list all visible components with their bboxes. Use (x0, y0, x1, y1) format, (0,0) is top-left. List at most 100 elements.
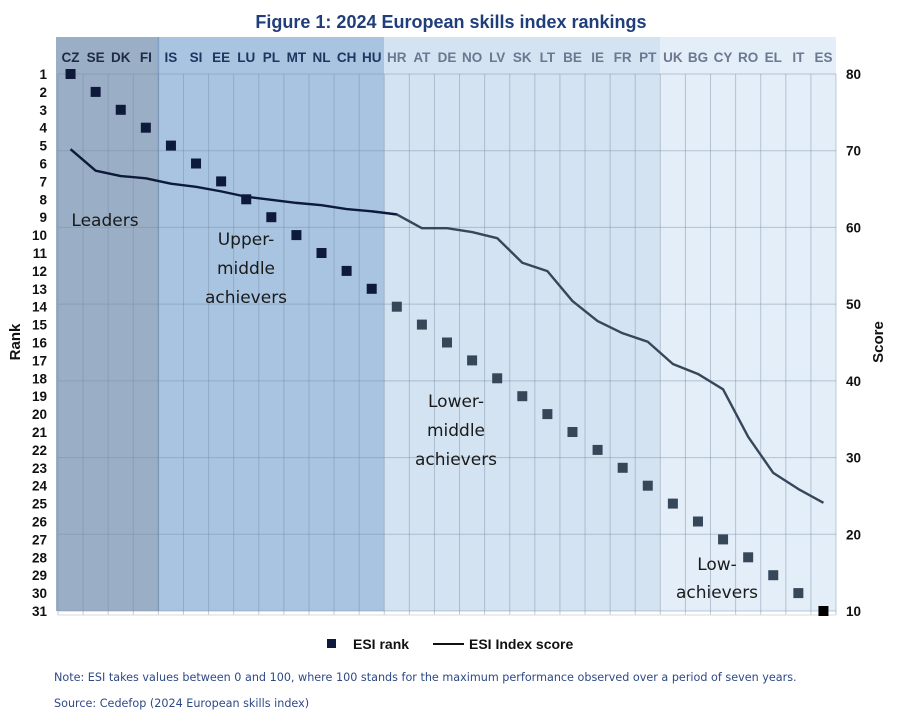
esi-rank-marker (517, 391, 528, 402)
esi-rank-marker (341, 265, 352, 276)
rank-tick-label: 10 (32, 228, 47, 243)
legend: ESI rank ESI Index score (327, 636, 573, 652)
group-bands (56, 37, 836, 611)
category-label: SI (190, 50, 203, 65)
score-axis-label: Score (870, 321, 887, 363)
category-label: EE (212, 50, 230, 65)
esi-rank-marker (467, 355, 478, 366)
rank-tick-label: 25 (32, 497, 48, 512)
score-tick-label: 80 (846, 67, 861, 82)
category-label: FI (140, 50, 152, 65)
esi-rank-marker (642, 480, 653, 491)
rank-tick-label: 29 (32, 568, 47, 583)
rank-tick-label: 28 (32, 550, 48, 565)
esi-rank-marker (617, 462, 628, 473)
rank-tick-label: 6 (39, 157, 47, 172)
esi-rank-marker (567, 427, 578, 437)
group-band (384, 37, 661, 611)
category-label: AT (413, 50, 431, 65)
rank-tick-label: 27 (32, 532, 47, 547)
rank-tick-label: 31 (32, 604, 48, 619)
esi-rank-marker (442, 337, 452, 348)
group-label: middle (427, 421, 485, 441)
esi-rank-marker (90, 86, 101, 97)
rank-tick-label: 11 (33, 246, 48, 261)
rank-tick-label: 17 (32, 353, 47, 368)
rank-tick-label: 12 (32, 264, 47, 279)
esi-rank-marker (793, 588, 804, 599)
rank-axis-ticks: 1234567891011121314151617181920212223242… (32, 67, 48, 619)
category-label: EL (765, 50, 782, 65)
group-band (660, 37, 836, 611)
category-label: IS (165, 50, 178, 65)
grid-lines (57, 73, 837, 616)
rank-tick-label: 23 (32, 461, 48, 476)
esi-rank-marker (115, 104, 126, 115)
category-label: PL (263, 50, 280, 65)
esi-score-line (69, 148, 397, 216)
rank-tick-label: 2 (39, 85, 47, 100)
rank-tick-label: 4 (39, 121, 47, 136)
esi-rank-marker (266, 212, 277, 223)
score-tick-label: 20 (846, 527, 861, 542)
rank-tick-label: 3 (39, 103, 47, 118)
group-label: Leaders (71, 211, 138, 231)
esi-rank-series (65, 69, 829, 616)
esi-rank-marker (241, 194, 252, 205)
category-label: CZ (62, 50, 80, 65)
rank-tick-label: 16 (32, 336, 48, 351)
esi-rank-marker (667, 498, 678, 509)
category-label: CY (714, 50, 733, 65)
rank-tick-label: 24 (32, 479, 48, 494)
rank-tick-label: 14 (32, 300, 48, 315)
chart-note: Note: ESI takes values between 0 and 100… (54, 671, 797, 684)
group-label: achievers (205, 288, 287, 308)
esi-rank-marker (818, 606, 829, 616)
esi-rank-marker (316, 248, 327, 258)
chart-source: Source: Cedefop (2024 European skills in… (54, 697, 310, 710)
esi-rank-marker (768, 570, 779, 581)
esi-rank-marker (416, 319, 427, 330)
esi-score-series (69, 148, 825, 504)
rank-tick-label: 1 (39, 67, 47, 82)
rank-tick-label: 8 (39, 192, 47, 207)
category-label: HR (387, 50, 407, 65)
group-label: achievers (415, 450, 497, 470)
category-label: SK (513, 50, 532, 65)
esi-rank-marker (140, 122, 151, 133)
category-label: HU (362, 50, 382, 65)
legend-rank-label: ESI rank (353, 636, 409, 652)
esi-rank-marker (165, 140, 176, 151)
esi-rank-marker (492, 373, 503, 384)
esi-score-line (371, 210, 825, 504)
rank-tick-label: 13 (32, 282, 48, 297)
rank-tick-label: 19 (32, 389, 47, 404)
category-label: PT (639, 50, 657, 65)
score-tick-label: 10 (846, 604, 861, 619)
rank-tick-label: 22 (32, 443, 47, 458)
category-label: DE (438, 50, 457, 65)
esi-rank-marker (191, 158, 202, 169)
esi-rank-marker (291, 230, 302, 241)
category-label: NL (313, 50, 331, 65)
category-label: LU (237, 50, 255, 65)
category-label: LV (489, 50, 505, 65)
rank-tick-label: 18 (32, 371, 48, 386)
category-label: CH (337, 50, 357, 65)
esi-rank-marker (718, 534, 729, 545)
group-labels: Leaders Upper-middle achievers Lower-middle… (71, 211, 758, 603)
esi-rank-marker (216, 176, 227, 187)
category-label: BG (688, 50, 708, 65)
category-label: IE (591, 50, 604, 65)
rank-tick-label: 26 (32, 515, 48, 530)
score-tick-label: 60 (846, 220, 861, 235)
legend-score-label: ESI Index score (469, 636, 573, 652)
rank-tick-label: 30 (32, 586, 47, 601)
esi-rank-marker (65, 69, 76, 79)
esi-rank-marker (592, 444, 603, 455)
group-label: Low- (697, 555, 737, 575)
score-axis-ticks: 80 70 60 50 40 30 20 10 (846, 67, 861, 619)
legend-rank-marker (327, 639, 336, 648)
category-label: MT (287, 50, 307, 65)
rank-tick-label: 21 (32, 425, 48, 440)
